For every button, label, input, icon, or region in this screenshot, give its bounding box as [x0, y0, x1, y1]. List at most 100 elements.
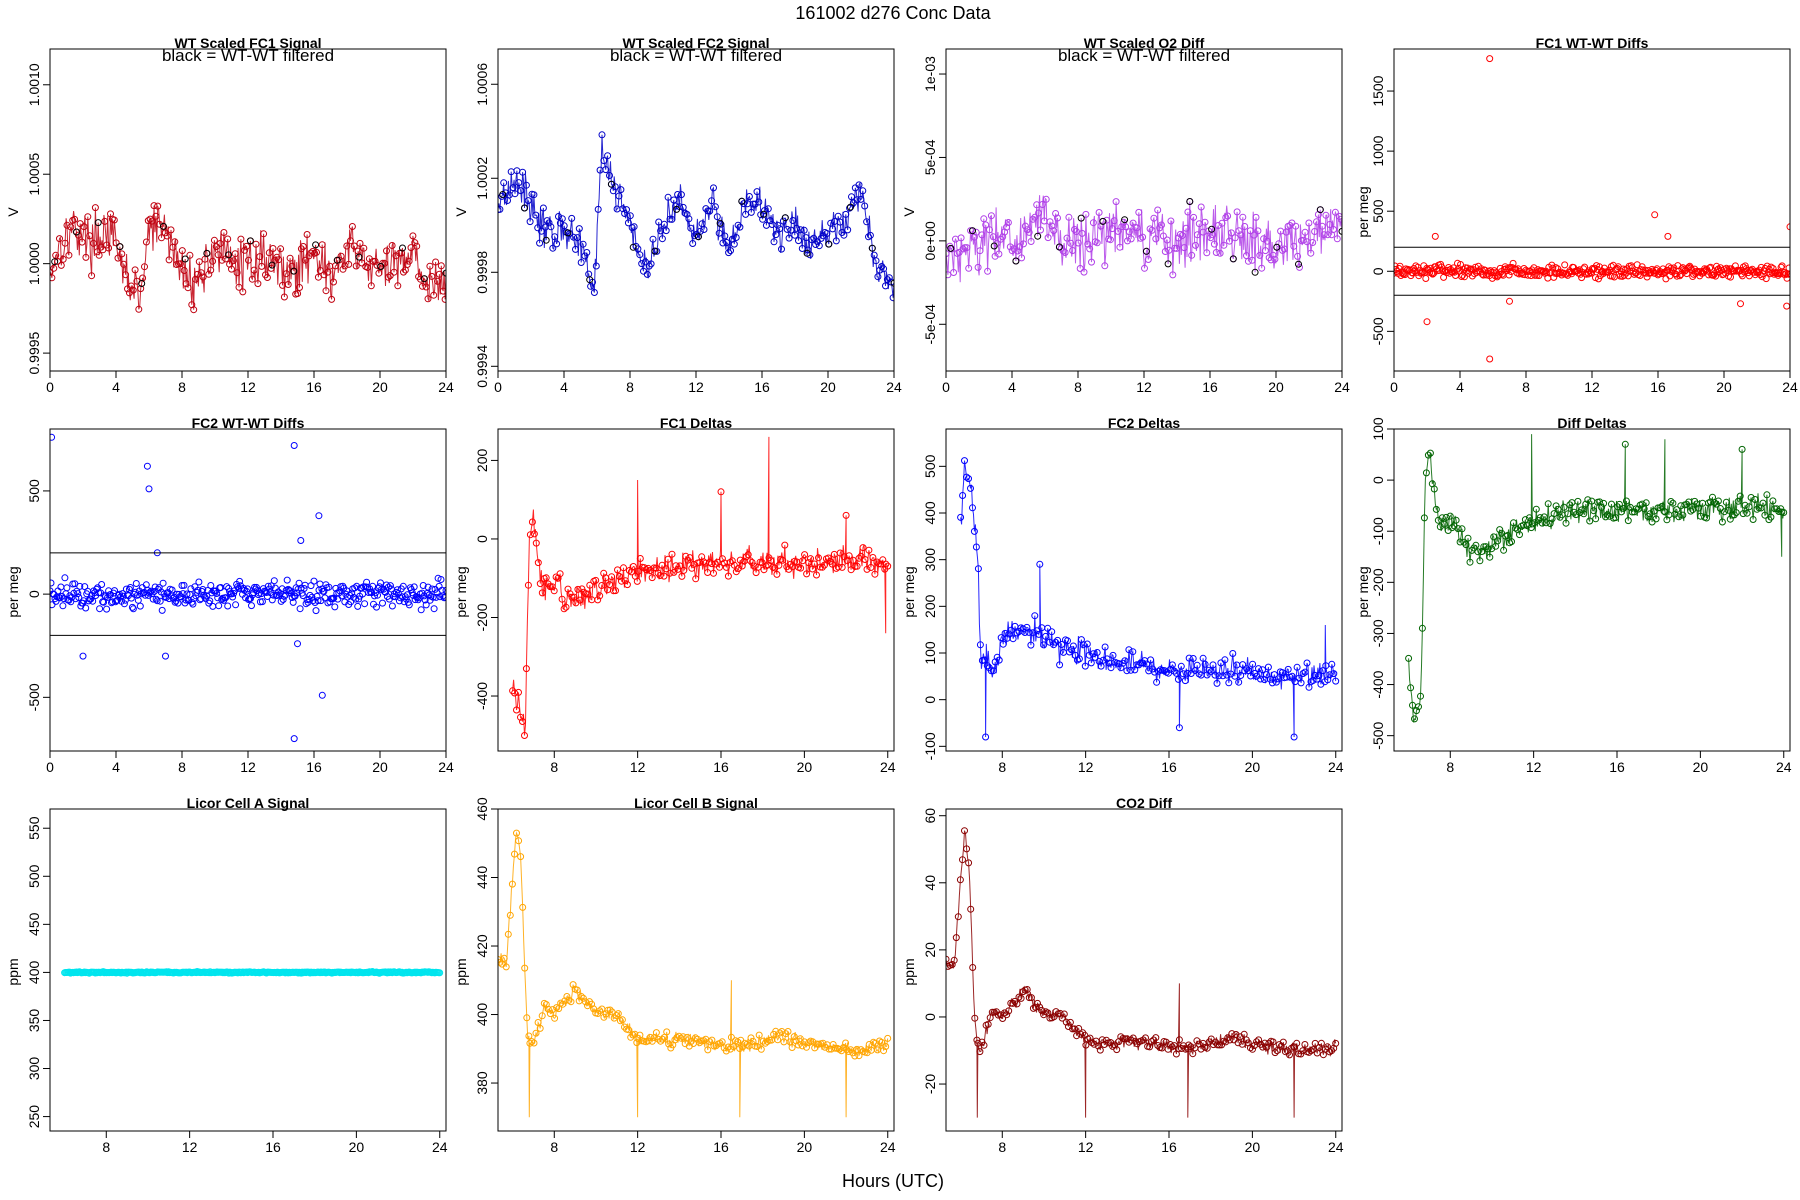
data-point — [1255, 1036, 1263, 1044]
data-point — [1328, 1047, 1336, 1055]
data-point — [440, 594, 446, 602]
data-point — [772, 231, 780, 239]
data-point — [995, 250, 1003, 258]
data-point — [744, 551, 752, 559]
data-point — [297, 245, 305, 253]
data-point — [284, 281, 292, 288]
data-point — [625, 1026, 633, 1034]
data-point — [265, 249, 273, 257]
data-point — [885, 274, 893, 282]
data-point — [1003, 1011, 1011, 1019]
data-point — [722, 563, 730, 571]
data-point — [865, 233, 872, 241]
data-point — [1454, 525, 1462, 533]
data-point — [1328, 660, 1336, 668]
data-point — [1192, 241, 1199, 249]
data-point — [766, 217, 774, 225]
filtered-point — [947, 244, 955, 252]
series-line — [960, 460, 1337, 738]
data-point — [602, 166, 610, 174]
data-point — [207, 266, 215, 274]
y-tick-label: 300 — [922, 548, 938, 572]
data-point — [142, 238, 150, 246]
filtered-point — [738, 197, 746, 205]
data-point — [976, 1048, 984, 1056]
data-point — [513, 706, 520, 714]
data-point — [1426, 449, 1434, 457]
data-point — [1183, 669, 1191, 677]
data-point — [369, 582, 377, 590]
data-point — [798, 1042, 806, 1050]
data-point — [1442, 513, 1450, 521]
data-point — [606, 1006, 614, 1014]
data-point — [417, 606, 425, 614]
data-point — [1237, 672, 1245, 679]
data-point — [974, 263, 982, 271]
data-point — [1135, 661, 1143, 669]
data-point — [78, 238, 86, 246]
filtered-point — [781, 214, 789, 222]
data-point — [1103, 216, 1111, 224]
data-point — [224, 235, 232, 243]
data-point — [1009, 635, 1017, 643]
data-point — [180, 581, 188, 589]
filtered-point — [1034, 232, 1042, 240]
data-point — [1169, 271, 1177, 279]
filtered-point — [377, 263, 385, 270]
x-tick-label: 12 — [1078, 1139, 1094, 1155]
data-point — [1711, 499, 1718, 507]
data-point — [668, 550, 676, 558]
plot-frame — [49, 48, 447, 372]
data-point — [889, 294, 894, 302]
x-tick-label: 24 — [1776, 759, 1792, 775]
data-point — [252, 583, 260, 591]
data-point — [530, 1039, 538, 1047]
data-point — [554, 574, 562, 582]
data-point — [152, 595, 160, 603]
data-point — [728, 557, 736, 565]
data-point — [813, 571, 820, 579]
data-point — [984, 267, 992, 275]
data-point — [356, 239, 364, 247]
data-point — [742, 553, 750, 561]
data-point — [1508, 538, 1515, 546]
data-point — [1170, 667, 1178, 675]
data-point — [1405, 654, 1413, 662]
data-point — [690, 560, 698, 568]
data-point — [209, 257, 217, 265]
data-point — [421, 596, 429, 604]
data-point — [717, 488, 725, 496]
x-tick-label: 20 — [797, 1139, 813, 1155]
x-tick-label: 12 — [182, 1139, 198, 1155]
y-tick-label: -200 — [474, 603, 490, 631]
filtered-point — [312, 241, 320, 249]
data-point — [1546, 269, 1554, 277]
data-point — [715, 229, 723, 237]
y-tick-label: 40 — [922, 875, 938, 891]
data-point — [1127, 235, 1135, 243]
data-point — [1216, 249, 1224, 257]
data-point — [418, 282, 426, 290]
data-point — [1005, 630, 1013, 638]
data-point — [103, 605, 111, 613]
data-point — [328, 295, 336, 303]
data-point — [700, 226, 708, 233]
plot-area: 0 4 8 12 16 20 24 -500 0 500 1000 1500 — [1370, 48, 1798, 395]
data-point — [1258, 264, 1266, 272]
data-point — [577, 993, 585, 1000]
data-point — [511, 689, 519, 697]
data-point — [146, 588, 154, 596]
data-point — [767, 557, 775, 565]
data-point — [1732, 509, 1740, 517]
x-tick-label: 12 — [630, 759, 646, 775]
data-point — [1542, 519, 1550, 527]
data-point — [676, 562, 684, 570]
data-point — [1566, 501, 1574, 509]
data-point — [807, 555, 814, 563]
data-point — [128, 603, 136, 611]
data-point — [564, 585, 572, 593]
data-point — [1129, 219, 1137, 227]
data-point — [1107, 664, 1115, 672]
data-point — [880, 1047, 888, 1055]
data-point — [524, 581, 532, 589]
